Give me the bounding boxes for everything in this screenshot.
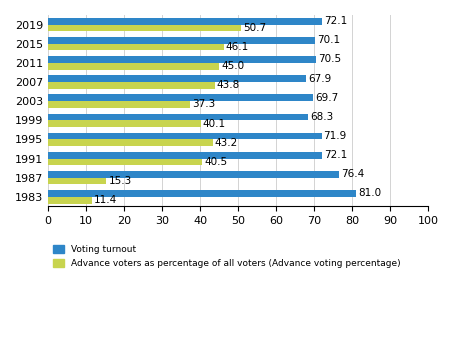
Bar (48, 114, 308, 120)
Text: 46.1: 46.1 (226, 42, 249, 52)
Text: 76.4: 76.4 (340, 169, 364, 179)
Bar (48, 63, 219, 70)
Text: 43.8: 43.8 (217, 80, 240, 90)
Bar (48, 18, 322, 24)
Bar (48, 24, 241, 31)
Text: 68.3: 68.3 (310, 112, 333, 122)
Bar (48, 120, 201, 127)
Bar (48, 178, 106, 184)
Bar (48, 75, 306, 82)
Text: 70.1: 70.1 (317, 35, 340, 45)
Text: 70.5: 70.5 (318, 54, 341, 65)
Bar (48, 56, 316, 63)
Text: 37.3: 37.3 (192, 100, 215, 109)
Bar (48, 139, 212, 146)
Bar (48, 197, 92, 204)
Bar (48, 171, 339, 178)
Bar (48, 101, 190, 108)
Text: 15.3: 15.3 (109, 176, 132, 186)
Bar (48, 95, 313, 101)
Bar (48, 44, 223, 50)
Text: 71.9: 71.9 (324, 131, 347, 141)
Bar (48, 158, 202, 165)
Text: 81.0: 81.0 (358, 188, 381, 199)
Bar (48, 82, 215, 89)
Text: 40.5: 40.5 (204, 157, 227, 167)
Text: 72.1: 72.1 (324, 150, 348, 160)
Bar (48, 152, 322, 158)
Text: 11.4: 11.4 (94, 195, 117, 205)
Bar (48, 190, 356, 197)
Text: 72.1: 72.1 (324, 16, 348, 26)
Legend: Voting turnout, Advance voters as percentage of all voters (Advance voting perce: Voting turnout, Advance voters as percen… (53, 245, 400, 268)
Text: 69.7: 69.7 (315, 93, 338, 103)
Text: 40.1: 40.1 (202, 119, 226, 129)
Text: 50.7: 50.7 (243, 23, 266, 33)
Text: 45.0: 45.0 (221, 61, 244, 71)
Text: 67.9: 67.9 (308, 74, 331, 84)
Text: 43.2: 43.2 (214, 138, 237, 148)
Bar (48, 37, 315, 44)
Bar (48, 133, 321, 139)
